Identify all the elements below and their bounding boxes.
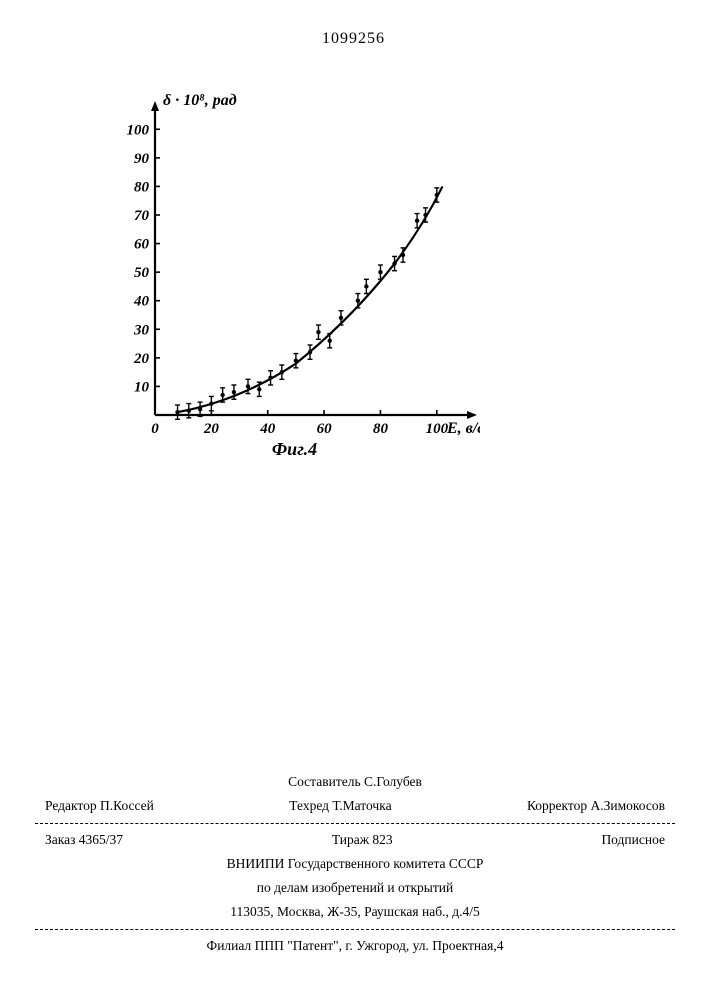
svg-text:70: 70 (134, 208, 150, 224)
address1: 113035, Москва, Ж-35, Раушская наб., д.4… (35, 900, 675, 924)
svg-text:50: 50 (134, 265, 150, 281)
svg-text:0: 0 (151, 421, 159, 437)
svg-text:δ · 10⁸, рад: δ · 10⁸, рад (163, 92, 237, 109)
svg-text:10: 10 (134, 379, 150, 395)
svg-text:40: 40 (259, 421, 276, 437)
svg-text:100: 100 (426, 421, 449, 437)
chart-fig4: 10 20 30 40 50 60 70 80 90 100 0 20 40 60 80 100 δ · 10⁸… (100, 90, 480, 470)
svg-text:80: 80 (373, 421, 389, 437)
editor: Редактор П.Коссей (45, 796, 154, 816)
circulation: Тираж 823 (332, 830, 393, 850)
corrector: Корректор А.Зимокосов (527, 796, 665, 816)
divider (35, 929, 675, 930)
svg-text:20: 20 (133, 351, 150, 367)
svg-text:E, в/см: E, в/см (446, 420, 480, 437)
svg-text:Фиг.4: Фиг.4 (272, 439, 317, 459)
svg-text:20: 20 (203, 421, 220, 437)
org2: по делам изобретений и открытий (35, 876, 675, 900)
svg-text:80: 80 (134, 179, 150, 195)
org1: ВНИИПИ Государственного комитета СССР (35, 852, 675, 876)
signed: Подписное (601, 830, 665, 850)
svg-text:40: 40 (133, 294, 150, 310)
svg-text:90: 90 (134, 151, 150, 167)
branch: Филиал ППП "Патент", г. Ужгород, ул. Про… (35, 934, 675, 958)
divider (35, 823, 675, 824)
svg-text:60: 60 (134, 237, 150, 253)
svg-text:60: 60 (317, 421, 333, 437)
order: Заказ 4365/37 (45, 830, 123, 850)
footer-block: Составитель С.Голубев Редактор П.Коссей … (35, 770, 675, 958)
compiler-line: Составитель С.Голубев (35, 770, 675, 794)
svg-text:30: 30 (133, 322, 150, 338)
page-number: 1099256 (0, 30, 707, 48)
techred: Техред Т.Маточка (289, 796, 391, 816)
svg-text:100: 100 (127, 122, 150, 138)
